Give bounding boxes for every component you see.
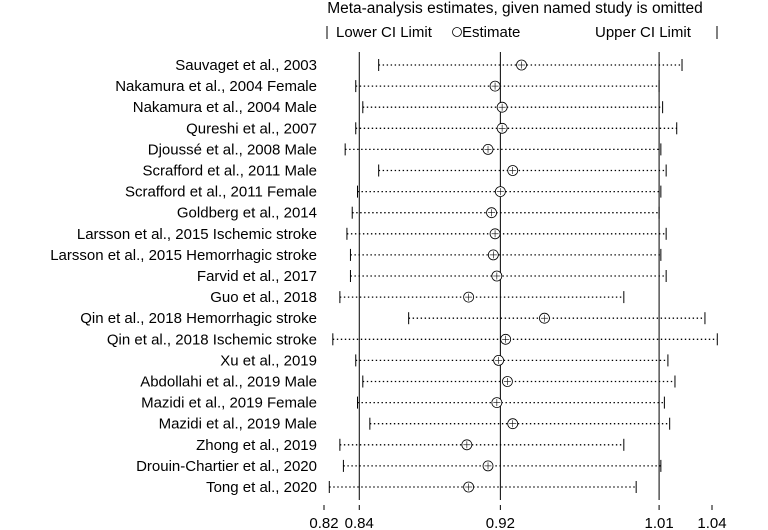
study-label: Larsson et al., 2015 Ischemic stroke <box>77 226 317 243</box>
study-label: Qin et al., 2018 Hemorrhagic stroke <box>80 310 317 327</box>
study-label: Mazidi et al., 2019 Male <box>159 416 317 433</box>
study-label: Larsson et al., 2015 Hemorrhagic stroke <box>50 247 317 264</box>
legend-upper-label: Upper CI Limit <box>595 24 692 41</box>
study-label: Drouin-Chartier et al., 2020 <box>136 458 317 475</box>
study-row: Djoussé et al., 2008 Male <box>148 141 662 158</box>
study-label: Zhong et al., 2019 <box>196 437 317 454</box>
study-row: Mazidi et al., 2019 Male <box>159 416 671 433</box>
study-row: Farvid et al., 2017 <box>197 268 667 285</box>
study-row: Larsson et al., 2015 Hemorrhagic stroke <box>50 247 662 264</box>
chart-title: Meta-analysis estimates, given named stu… <box>327 0 703 17</box>
study-label: Nakamura et al., 2004 Female <box>115 78 317 95</box>
study-row: Nakamura et al., 2004 Male <box>133 99 664 116</box>
study-row: Guo et al., 2018 <box>210 289 625 306</box>
study-label: Xu et al., 2019 <box>220 352 317 369</box>
study-row: Sauvaget et al., 2003 <box>175 57 683 74</box>
x-tick-label: 1.04 <box>697 515 726 530</box>
x-tick-label: 0.82 <box>309 515 338 530</box>
study-row: Scrafford et al., 2011 Male <box>142 163 667 180</box>
study-row: Tong et al., 2020 <box>206 479 637 496</box>
study-row: Qin et al., 2018 Hemorrhagic stroke <box>80 310 706 327</box>
study-label: Mazidi et al., 2019 Female <box>141 395 317 412</box>
study-row: Zhong et al., 2019 <box>196 437 625 454</box>
study-label: Djoussé et al., 2008 Male <box>148 141 317 158</box>
study-label: Guo et al., 2018 <box>210 289 317 306</box>
study-label: Nakamura et al., 2004 Male <box>133 99 317 116</box>
study-label: Tong et al., 2020 <box>206 479 317 496</box>
study-row: Qin et al., 2018 Ischemic stroke <box>107 331 718 348</box>
x-tick-label: 0.92 <box>486 515 515 530</box>
study-row: Qureshi et al., 2007 <box>186 120 678 137</box>
study-label: Scrafford et al., 2011 Male <box>142 163 317 180</box>
x-axis: 0.82 0.84 0.92 1.01 1.04 <box>309 505 727 530</box>
study-label: Sauvaget et al., 2003 <box>175 57 317 74</box>
legend: Lower CI Limit Estimate Upper CI Limit <box>326 24 718 41</box>
legend-lower-label: Lower CI Limit <box>336 24 433 41</box>
study-row: Xu et al., 2019 <box>220 352 669 369</box>
study-label: Scrafford et al., 2011 Female <box>125 184 317 201</box>
study-row: Nakamura et al., 2004 Female <box>115 78 660 95</box>
study-row: Goldberg et al., 2014 <box>177 205 660 222</box>
study-label: Farvid et al., 2017 <box>197 268 317 285</box>
study-label: Qin et al., 2018 Ischemic stroke <box>107 331 317 348</box>
legend-estimate-label: Estimate <box>462 24 520 41</box>
study-row: Abdollahi et al., 2019 Male <box>140 374 676 391</box>
study-row: Larsson et al., 2015 Ischemic stroke <box>77 226 667 243</box>
study-row: Scrafford et al., 2011 Female <box>125 184 662 201</box>
study-rows: Sauvaget et al., 2003 Nakamura et al., 20… <box>50 57 718 496</box>
x-tick-label: 1.01 <box>644 515 673 530</box>
study-label: Abdollahi et al., 2019 Male <box>140 374 317 391</box>
reference-lines <box>358 52 660 500</box>
legend-estimate-marker <box>452 27 462 37</box>
study-row: Mazidi et al., 2019 Female <box>141 395 665 412</box>
study-row: Drouin-Chartier et al., 2020 <box>136 458 662 475</box>
x-tick-label: 0.84 <box>345 515 374 530</box>
study-label: Qureshi et al., 2007 <box>186 120 317 137</box>
study-label: Goldberg et al., 2014 <box>177 205 317 222</box>
